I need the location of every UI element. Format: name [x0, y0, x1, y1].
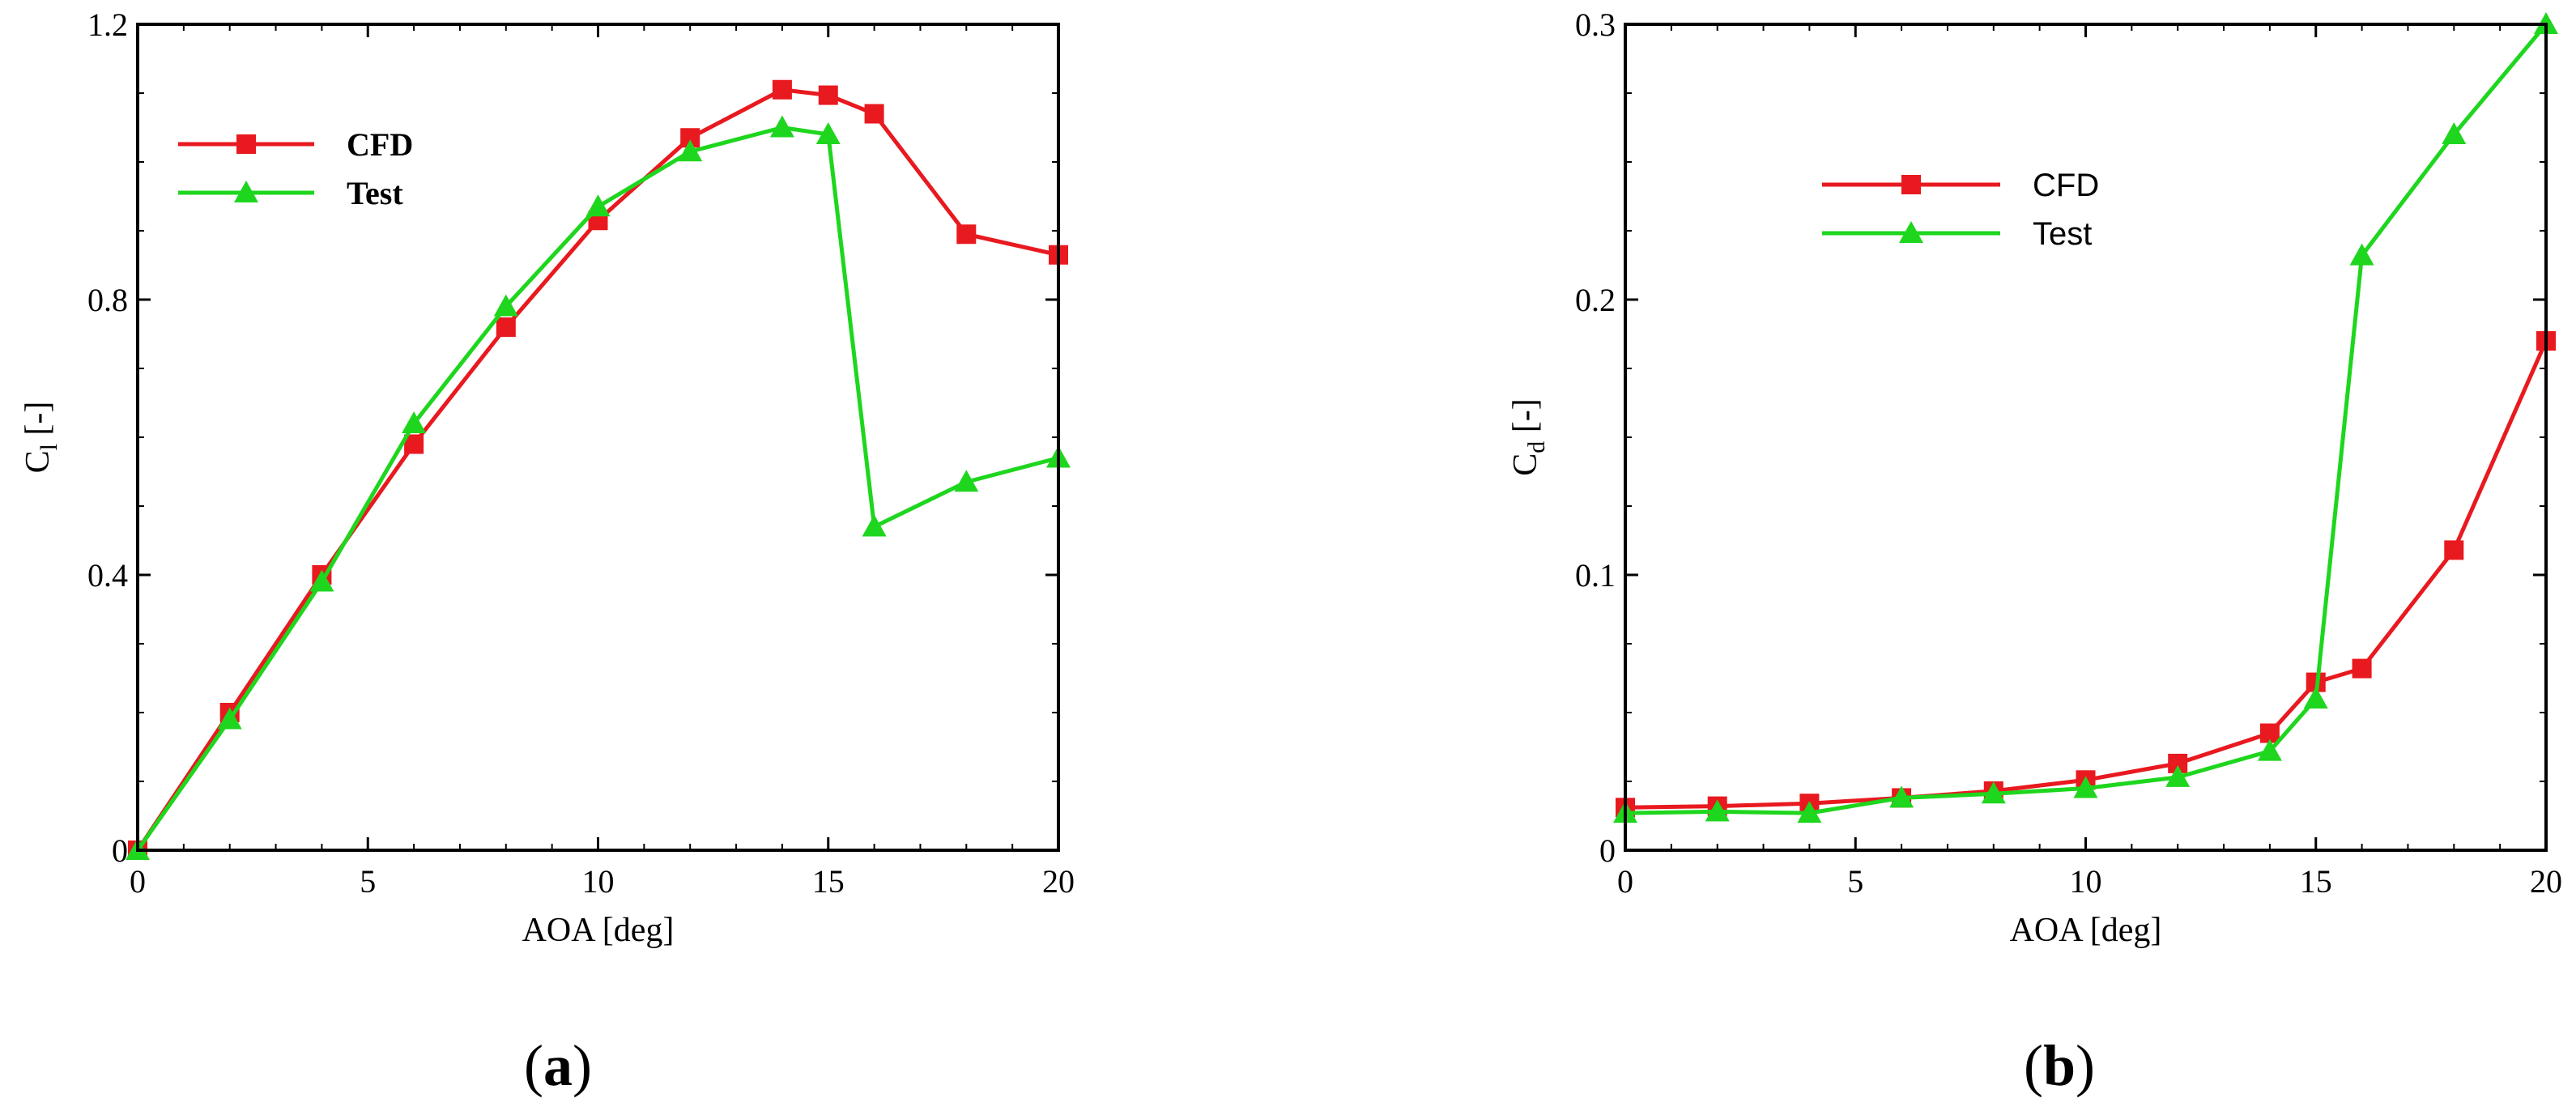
- x-tick-label: 15: [812, 863, 845, 900]
- data-point: [2352, 658, 2372, 679]
- x-tick-label: 20: [1042, 863, 1075, 900]
- series-line: [135, 126, 1059, 852]
- series-line: [1624, 23, 2548, 815]
- data-point: [493, 294, 518, 317]
- data-point: [2303, 687, 2328, 709]
- data-point: [1797, 801, 1822, 823]
- panel-label: (a): [524, 1033, 592, 1098]
- data-point: [678, 139, 703, 162]
- data-point: [217, 707, 242, 730]
- series-test: [126, 115, 1071, 860]
- x-tick-label: 15: [2300, 863, 2332, 900]
- data-point: [862, 514, 887, 537]
- legend-label: CFD: [347, 126, 413, 163]
- legend-marker: [236, 134, 256, 154]
- legend-marker: [234, 181, 258, 202]
- y-tick-label: 0.4: [87, 557, 128, 594]
- plot-frame: [136, 23, 1060, 852]
- data-point: [818, 85, 838, 105]
- data-point: [864, 104, 884, 124]
- series-cfd: [1616, 331, 2556, 818]
- series-test: [1613, 12, 2558, 823]
- x-tick-label: 0: [130, 863, 146, 900]
- panel-label: (b): [2024, 1033, 2095, 1098]
- y-axis-title: Cl [-]: [19, 402, 62, 474]
- data-point: [769, 115, 794, 138]
- y-tick-label: 0: [112, 832, 128, 869]
- legend-label: Test: [347, 175, 403, 211]
- data-point: [954, 470, 979, 492]
- data-point: [2349, 243, 2374, 266]
- data-point: [772, 79, 792, 100]
- x-tick-label: 0: [1617, 863, 1633, 900]
- data-point: [2444, 540, 2464, 560]
- legend-label: Test: [2033, 216, 2092, 252]
- data-point: [815, 122, 841, 144]
- data-point: [2257, 738, 2282, 761]
- data-point: [1889, 785, 1914, 808]
- legend-marker: [1901, 175, 1921, 194]
- legend-marker: [1899, 221, 1923, 243]
- data-point: [2073, 776, 2098, 798]
- data-point: [1981, 781, 2006, 804]
- x-tick-label: 5: [360, 863, 376, 900]
- data-point: [402, 411, 427, 433]
- data-point: [956, 224, 977, 245]
- data-point: [585, 194, 611, 217]
- x-tick-label: 5: [1847, 863, 1863, 900]
- x-axis-title: AOA [deg]: [522, 912, 675, 949]
- data-point: [496, 317, 516, 337]
- plot-frame: [1624, 23, 2548, 852]
- legend-label: CFD: [2033, 168, 2099, 203]
- y-tick-label: 0.1: [1575, 557, 1616, 594]
- x-tick-label: 10: [582, 863, 615, 900]
- y-tick-label: 0.3: [1575, 6, 1616, 43]
- data-point: [2442, 122, 2467, 144]
- y-axis-title: Cd [-]: [1507, 398, 1550, 475]
- chart-panel-b: 0 5 10 15 20 0 0.1 0.2 0.3 AOA [deg] Cd [-] CFD Test…: [1507, 6, 2562, 1098]
- data-point: [2165, 764, 2191, 787]
- y-tick-label: 0.8: [87, 282, 128, 318]
- series-line: [1624, 339, 2548, 810]
- y-tick-label: 0.2: [1575, 282, 1616, 318]
- x-axis-title: AOA [deg]: [2010, 912, 2162, 949]
- data-point: [1705, 799, 1730, 822]
- y-tick-label: 0: [1599, 832, 1616, 869]
- x-tick-label: 20: [2530, 863, 2562, 900]
- y-tick-label: 1.2: [87, 6, 128, 43]
- data-point: [404, 434, 424, 454]
- chart-panel-a: 0 5 10 15 20 0 0.4 0.8 1.2 AOA [deg] Cl [-] CFD Test…: [19, 6, 1075, 1098]
- x-tick-label: 10: [2070, 863, 2102, 900]
- data-point: [309, 569, 334, 592]
